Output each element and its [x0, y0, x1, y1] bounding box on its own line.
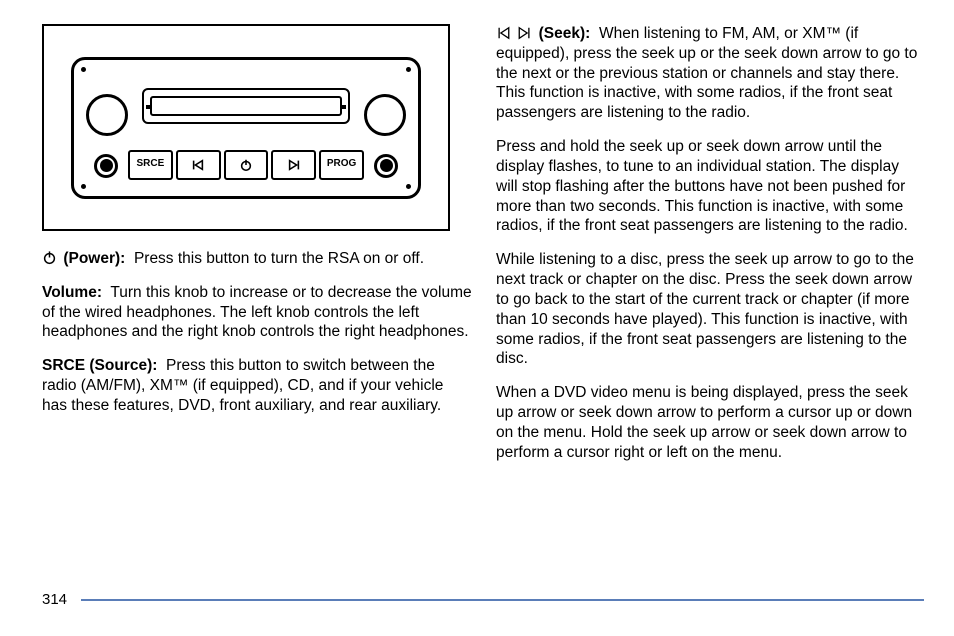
seek-prev-button [176, 150, 221, 180]
power-icon [42, 250, 57, 265]
right-volume-knob [364, 94, 406, 136]
volume-para: Volume: Turn this knob to increase or to… [42, 283, 472, 342]
power-label: (Power): [63, 250, 125, 267]
srce-para: SRCE (Source): Press this button to swit… [42, 356, 472, 415]
page-footer: 314 [42, 590, 924, 609]
footer-rule [81, 599, 924, 601]
right-headphone-jack [374, 154, 398, 178]
power-button [224, 150, 269, 180]
seek-next-button [271, 150, 316, 180]
volume-label: Volume: [42, 284, 102, 301]
seek-para-2: Press and hold the seek up or seek down … [496, 137, 924, 236]
seek-para-4: When a DVD video menu is being displayed… [496, 383, 924, 462]
radio-diagram: SRCE PROG [42, 24, 450, 231]
radio-face: SRCE PROG [71, 57, 421, 199]
volume-text: Turn this knob to increase or to decreas… [42, 284, 472, 341]
seek-para-1: (Seek): When listening to FM, AM, or XM™… [496, 24, 924, 123]
seek-label: (Seek): [539, 25, 591, 42]
button-row: SRCE PROG [128, 150, 364, 180]
power-text: Press this button to turn the RSA on or … [134, 250, 424, 267]
seek-prev-icon [496, 26, 511, 40]
prog-button: PROG [319, 150, 364, 180]
display [142, 88, 350, 124]
left-volume-knob [86, 94, 128, 136]
power-para: (Power): Press this button to turn the R… [42, 249, 472, 269]
srce-button: SRCE [128, 150, 173, 180]
seek-next-icon [517, 26, 532, 40]
left-headphone-jack [94, 154, 118, 178]
seek-para-3: While listening to a disc, press the see… [496, 250, 924, 369]
page-number: 314 [42, 590, 67, 609]
srce-label: SRCE (Source): [42, 357, 157, 374]
